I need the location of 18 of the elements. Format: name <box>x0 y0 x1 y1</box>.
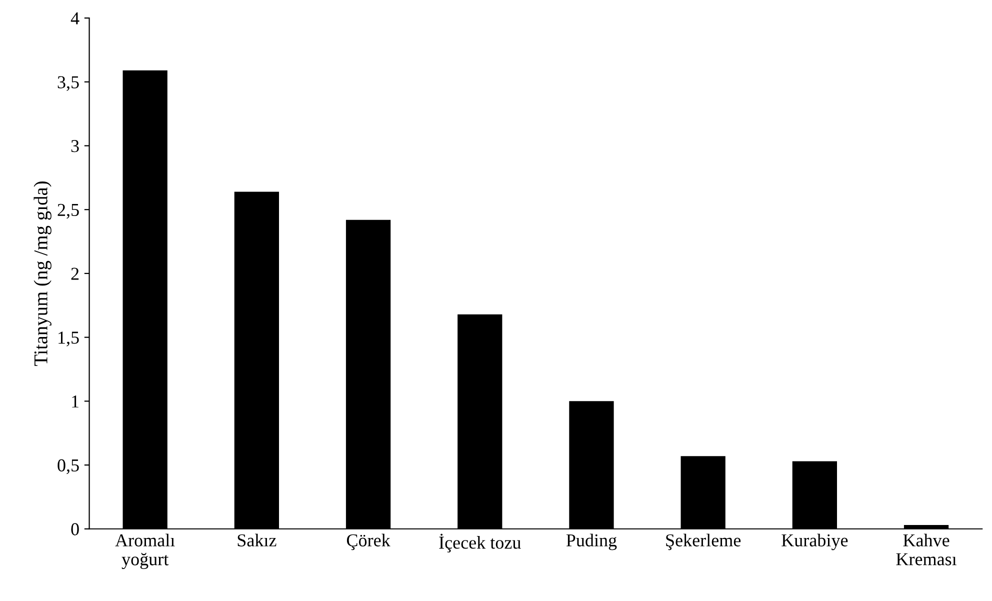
y-tick-label: 3 <box>71 140 79 152</box>
y-axis-title: Titanyum (ng /mg gıda) <box>34 181 52 366</box>
y-tick-label: 3,5 <box>58 76 79 91</box>
y-tick-label: 0 <box>71 523 79 536</box>
x-tick-label: Aromalı yoğurt <box>115 534 175 570</box>
x-tick-label: Sakız <box>238 534 276 546</box>
x-tick-label: Şekerleme <box>666 534 741 550</box>
y-tick-label: 2 <box>71 268 79 280</box>
x-tick-label: Kahve Kreması <box>896 534 957 566</box>
x-tick-label: Çörek <box>346 534 390 550</box>
y-tick-label: 1 <box>72 396 78 408</box>
y-tick-label: 2,5 <box>58 204 79 219</box>
x-tick-label: Puding <box>566 534 617 550</box>
y-tick-label: 4 <box>70 12 80 24</box>
y-tick-label: 1,5 <box>58 332 79 346</box>
y-tick-label: 0,5 <box>58 459 79 474</box>
x-tick-label: Kurabiye <box>782 534 848 550</box>
x-tick-label: İçecek tozu <box>439 534 521 552</box>
